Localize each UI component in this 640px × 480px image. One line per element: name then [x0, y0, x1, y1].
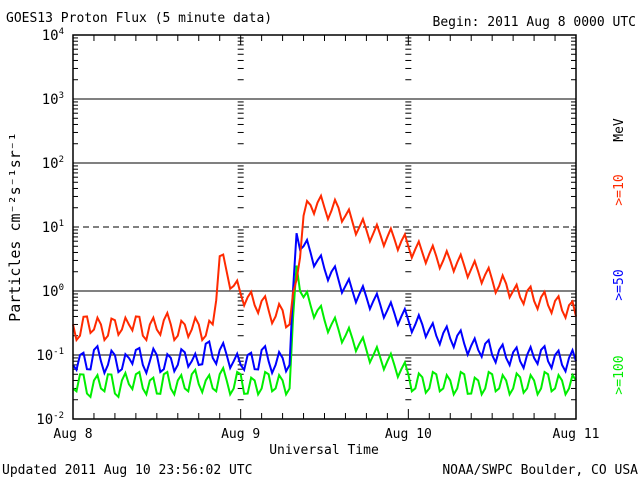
chart-title: GOES13 Proton Flux (5 minute data)	[6, 11, 272, 26]
x-axis-label: Universal Time	[269, 443, 379, 458]
series-line-ge10	[72, 193, 577, 343]
x-tick-label: Aug 11	[553, 427, 600, 442]
legend: >=10 >=50 >=100	[612, 174, 627, 394]
y-tick-label: 101	[42, 219, 64, 236]
grid	[72, 35, 577, 419]
series-line-ge100	[72, 265, 577, 399]
y-axis-label: Particles cm⁻²s⁻¹sr⁻¹	[6, 132, 24, 322]
x-tick-label: Aug 9	[221, 427, 260, 442]
y-tick-label: 10-2	[36, 411, 64, 428]
credit: NOAA/SWPC Boulder, CO USA	[442, 463, 638, 478]
legend-unit: MeV	[612, 118, 627, 142]
begin-time: Begin: 2011 Aug 8 0000 UTC	[433, 15, 637, 30]
legend-entry: >=50	[612, 269, 627, 300]
x-tick-label: Aug 8	[53, 427, 92, 442]
updated-time: Updated 2011 Aug 10 23:56:02 UTC	[2, 463, 252, 478]
series-line-ge50	[72, 232, 577, 376]
legend-entry: >=10	[612, 174, 627, 205]
y-tick-label: 102	[42, 155, 64, 172]
series-group	[72, 193, 577, 399]
y-tick-label: 104	[42, 27, 64, 44]
y-tick-label: 103	[42, 91, 64, 108]
y-tick-label: 100	[42, 283, 64, 300]
y-tick-labels: 104 103 102 101 100 10-1 10-2	[36, 27, 64, 428]
x-tick-label: Aug 10	[385, 427, 432, 442]
plot-frame	[72, 34, 577, 420]
x-tick-labels: Aug 8 Aug 9 Aug 10 Aug 11	[53, 427, 599, 442]
y-tick-label: 10-1	[36, 347, 64, 364]
legend-entry: >=100	[612, 355, 627, 394]
